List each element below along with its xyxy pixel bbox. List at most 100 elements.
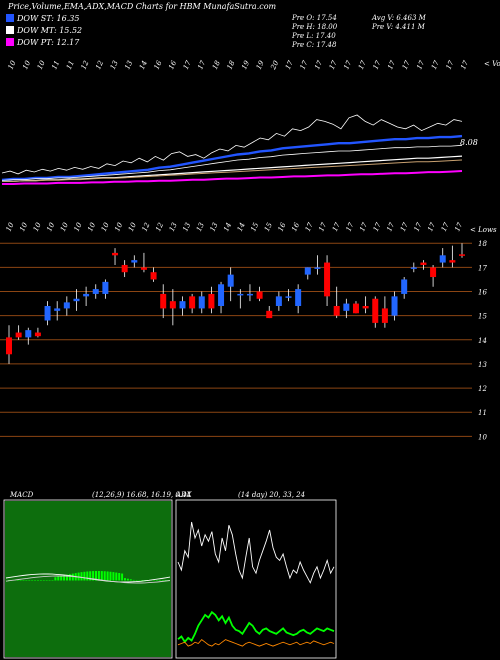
- candle-body: [15, 332, 22, 338]
- macd-histogram-bar: [103, 571, 106, 581]
- ohlc-row: Pre O: 17.54 Avg V: 6.463 M: [292, 14, 426, 23]
- candle-body: [54, 308, 61, 311]
- volume-date-label: 16: [167, 59, 178, 71]
- volume-date-label: 18: [211, 59, 222, 71]
- volume-date-label: 17: [182, 59, 193, 71]
- price-date-label: 10: [18, 221, 29, 233]
- candle-body: [285, 296, 292, 298]
- ohlc-price: Pre O: 17.54: [292, 14, 337, 22]
- candle-body: [420, 262, 427, 265]
- macd-histogram-bar: [132, 579, 135, 581]
- macd-histogram-bar: [31, 580, 34, 581]
- macd-label: MACD: [10, 491, 34, 499]
- candle-body: [121, 264, 128, 273]
- volume-ema-mt2: [2, 159, 463, 182]
- volume-date-label: 17: [313, 59, 324, 71]
- volume-date-label: 10: [36, 59, 47, 71]
- price-date-label: 10: [86, 221, 97, 233]
- chart-title: Price,Volume,EMA,ADX,MACD Charts for HBM…: [8, 2, 277, 11]
- price-date-label: 17: [345, 221, 356, 233]
- price-date-label: 17: [304, 221, 315, 233]
- price-date-label: 10: [32, 221, 43, 233]
- candle-body: [34, 332, 41, 337]
- macd-histogram-bar: [63, 575, 66, 581]
- price-tick-label: 17: [478, 264, 487, 272]
- legend-item: DOW PT: 12.17: [6, 38, 82, 48]
- volume-date-label: 10: [21, 59, 32, 71]
- macd-histogram-bar: [144, 580, 147, 581]
- candle-body: [237, 293, 244, 296]
- volume-date-label: 17: [196, 59, 207, 71]
- macd-histogram-bar: [100, 571, 103, 581]
- legend-swatch: [6, 38, 14, 46]
- price-tick-label: 14: [478, 337, 487, 345]
- macd-histogram-bar: [22, 580, 25, 581]
- candle-body: [6, 337, 12, 355]
- macd-histogram-bar: [45, 580, 48, 581]
- macd-histogram-bar: [25, 580, 28, 581]
- price-date-label: 15: [263, 221, 274, 233]
- candle-body: [150, 272, 157, 280]
- candle-body: [227, 274, 234, 287]
- macd-histogram-bar: [109, 571, 112, 581]
- candle-body: [131, 260, 138, 263]
- macd-histogram-bar: [155, 580, 158, 581]
- volume-date-label: 17: [459, 59, 470, 71]
- macd-histogram-bar: [80, 572, 83, 581]
- macd-histogram-bar: [51, 580, 54, 581]
- volume-date-label: 17: [415, 59, 426, 71]
- volume-tag: < Vo: [484, 60, 500, 68]
- candle-body: [304, 267, 311, 275]
- candle-body: [25, 330, 32, 338]
- macd-histogram-bar: [42, 580, 45, 581]
- macd-histogram-bar: [106, 571, 109, 581]
- volume-ema-st2: [1, 144, 463, 181]
- macd-histogram-bar: [92, 571, 95, 581]
- macd-histogram-bar: [68, 574, 71, 581]
- adx-di-plus-line: [177, 610, 335, 644]
- candle-body: [102, 281, 109, 294]
- candle-body: [73, 298, 80, 302]
- macd-params: (12,26,9) 16.68, 16.19, 0.44: [92, 491, 191, 499]
- candle-body: [208, 293, 215, 309]
- macd-histogram-bar: [54, 577, 57, 581]
- price-date-label: 17: [385, 221, 396, 233]
- candle-body: [160, 293, 167, 309]
- price-date-label: 17: [358, 221, 369, 233]
- volume-date-label: 17: [386, 59, 397, 71]
- adx-line: [177, 521, 335, 584]
- price-date-label: 10: [127, 221, 138, 233]
- volume-date-label: 17: [357, 59, 368, 71]
- price-date-label: 13: [168, 221, 179, 233]
- price-date-label: 10: [73, 221, 84, 233]
- adx-di-minus-line: [177, 638, 335, 647]
- price-tick-label: 13: [478, 361, 487, 369]
- candle-body: [410, 267, 417, 269]
- macd-histogram-bar: [153, 580, 155, 581]
- volume-date-label: 19: [255, 59, 266, 71]
- volume-date-label: 17: [342, 59, 353, 71]
- price-tag: < Lows: [470, 226, 497, 234]
- macd-histogram-bar: [28, 580, 31, 581]
- price-date-label: 17: [372, 221, 383, 233]
- ohlc-volume: Avg V: 6.463 M: [372, 14, 426, 22]
- legend-swatch: [6, 14, 14, 22]
- price-date-label: 17: [399, 221, 410, 233]
- macd-histogram-bar: [48, 580, 51, 581]
- legend-item: DOW ST: 16.35: [6, 14, 82, 24]
- macd-histogram-bar: [118, 573, 121, 581]
- candle-body: [198, 296, 205, 309]
- price-tick-label: 16: [478, 289, 487, 297]
- price-date-label: 13: [209, 221, 220, 233]
- legend-label: DOW PT: 12.17: [17, 38, 80, 47]
- macd-histogram-bar: [37, 580, 39, 581]
- candle-body: [352, 303, 359, 314]
- macd-histogram-bar: [83, 571, 86, 581]
- price-tick-label: 18: [478, 240, 487, 248]
- price-date-label: 12: [141, 221, 152, 233]
- candle-body: [275, 296, 282, 306]
- ohlc-price: Pre H: 18.00: [292, 23, 338, 31]
- candle-body: [179, 301, 186, 309]
- price-date-label: 10: [59, 221, 70, 233]
- candle-body: [218, 284, 225, 306]
